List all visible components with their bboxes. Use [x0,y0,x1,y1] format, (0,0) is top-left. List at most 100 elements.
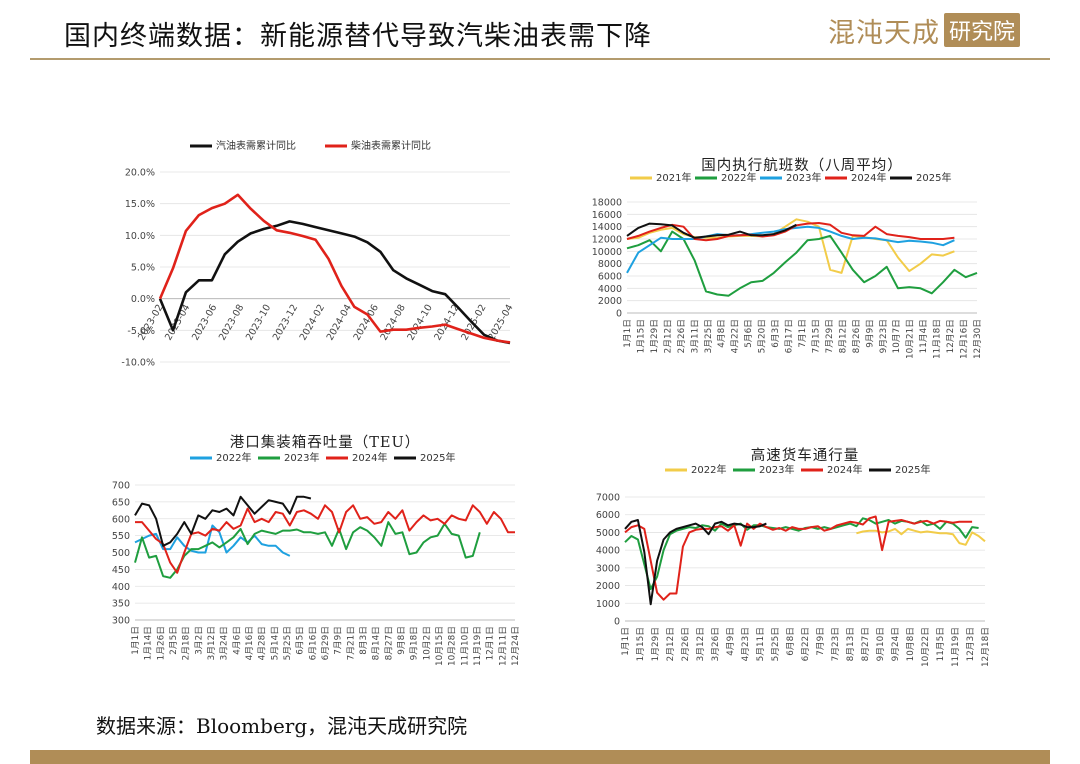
series-line-3 [624,515,973,601]
legend-label: 2023年 [759,463,794,476]
y-tick-label: 5000 [596,528,620,539]
x-tick-label: 2023-06 [190,303,219,343]
legend-label: 2022年 [216,451,251,464]
x-tick-label: 2月26日 [680,627,691,661]
x-tick-label: 1月29日 [649,319,660,353]
y-tick-label: 4000 [598,284,622,295]
x-tick-label: 10月7日 [891,319,902,353]
x-tick-label: 4月22日 [730,319,741,353]
x-tick-label: 9月23日 [878,319,889,353]
port-container-throughput-chart: 港口集装箱吞吐量（TEU）2022年 2023年 2024年 2025年 700 650 6… [112,434,521,666]
x-tick-label: 2月12日 [662,319,673,353]
x-tick-label: 4月28日 [257,626,268,660]
legend-label: 2024年 [352,451,387,464]
x-tick-label: 2024-02 [298,303,327,343]
x-tick-label: 5月25日 [282,626,293,660]
x-tick-label: 12月11日 [497,626,508,666]
x-tick-label: 11月4日 [918,319,929,353]
x-tick-label: 2023-08 [217,303,246,343]
logo-text: 混沌天成 [828,17,940,49]
x-tick-label: 11月10日 [459,626,470,666]
chart-title: 高速货车通行量 [751,447,860,464]
x-tick-label: 2023-04 [163,303,192,343]
x-tick-label: 6月16日 [307,626,318,660]
series-line-3 [135,504,515,574]
y-tick-label: 14000 [592,222,622,233]
x-tick-label: 7月1日 [797,319,808,348]
y-tick-label: 300 [112,616,130,627]
legend-label: 2025年 [420,451,455,464]
y-tick-label: 2000 [598,296,622,307]
x-tick-label: 12月2日 [945,319,956,353]
y-tick-label: 600 [112,514,130,525]
legend-label: 2024年 [851,171,886,184]
x-tick-label: 8月3日 [358,626,369,655]
series-line-5 [626,222,797,239]
y-tick-label: -10.0% [121,358,155,369]
x-tick-label: 12月16日 [959,319,970,359]
x-tick-label: 3月11日 [689,319,700,353]
x-tick-label: 7月29日 [824,319,835,353]
y-tick-label: 2000 [596,581,620,592]
y-tick-label: 0 [614,617,620,628]
series-line-4 [626,222,955,242]
x-tick-label: 1月14日 [143,626,154,660]
x-tick-label: 1月29日 [650,627,661,661]
y-tick-label: 15.0% [125,199,155,210]
x-tick-label: 10月28日 [447,626,458,666]
series-line-2 [626,230,978,297]
x-tick-label: 2024-08 [379,303,408,343]
x-tick-label: 2月12日 [665,627,676,661]
x-tick-label: 2023-12 [271,303,300,343]
x-tick-label: 4月6日 [231,626,242,655]
chart-title: 国内执行航班数（八周平均） [701,157,903,174]
legend-label: 2025年 [895,463,930,476]
series-line-1 [158,220,511,345]
x-tick-label: 5月11日 [755,627,766,661]
x-tick-label: 3月12日 [206,626,217,660]
y-tick-label: 350 [112,599,130,610]
x-tick-label: 8月27日 [383,626,394,660]
x-tick-label: 5月14日 [269,626,280,660]
domestic-flights-chart: 国内执行航班数（八周平均） 2021年 2022年 2023年 2024年 2025年 18… [592,157,983,359]
y-tick-label: 12000 [592,235,622,246]
x-tick-label: 12月24日 [510,626,521,666]
y-tick-label: 550 [112,531,130,542]
x-tick-label: 10月15日 [434,626,445,666]
gasoline-diesel-demand-chart: 汽油表需累计同比 柴油表需累计同比 20.0% 15.0% 10.0% 5.0% 0.0% -… [121,139,515,369]
x-tick-label: 6月8日 [785,627,796,656]
y-tick-label: 500 [112,548,130,559]
x-tick-label: 5月25日 [770,627,781,661]
footer-bar [30,750,1050,764]
x-tick-label: 2024-10 [405,303,434,343]
x-tick-label: 1月26日 [155,626,166,660]
y-tick-label: 1000 [596,599,620,610]
x-tick-label: 1月1日 [620,627,631,656]
y-tick-label: 6000 [596,510,620,521]
x-tick-label: 3月25日 [703,319,714,353]
y-tick-label: 3000 [596,563,620,574]
x-tick-label: 7月21日 [345,626,356,660]
legend-label: 2024年 [827,463,862,476]
chart-title: 港口集装箱吞吐量（TEU） [230,434,420,451]
x-tick-label: 1月1日 [622,319,633,348]
series-line-1 [626,218,955,274]
x-tick-label: 2月5日 [168,626,179,655]
series-line-4 [134,495,312,547]
brand-logo: 混沌天成 研究院 [828,10,1028,50]
x-tick-label: 9月8日 [396,626,407,655]
x-tick-label: 8月12日 [837,319,848,353]
x-tick-label: 12月30日 [972,319,983,359]
legend-label: 2023年 [786,171,821,184]
x-tick-label: 9月10日 [875,627,886,661]
x-tick-label: 2024-12 [432,303,461,343]
series-line-1 [134,524,291,557]
series-line-2 [158,193,511,344]
x-tick-label: 3月26日 [710,627,721,661]
x-tick-label: 10月22日 [920,627,931,667]
x-tick-label: 11月19日 [950,627,961,667]
x-tick-label: 4月9日 [725,627,736,656]
y-tick-label: 650 [112,497,130,508]
x-tick-label: 4月16日 [244,626,255,660]
data-source-note: 数据来源：Bloomberg，混沌天成研究院 [96,714,468,738]
